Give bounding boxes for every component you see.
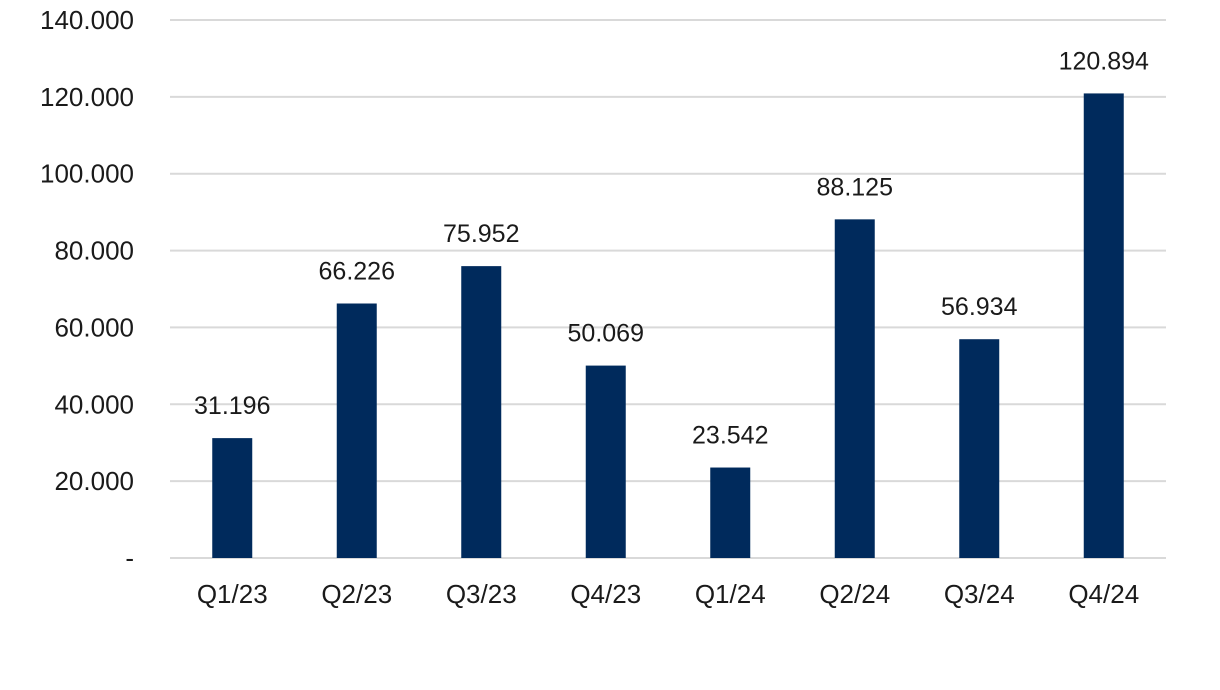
x-tick-label: Q3/24 bbox=[944, 579, 1015, 609]
y-tick-label: 40.000 bbox=[54, 389, 134, 419]
x-axis-ticks: Q1/23 Q2/23 Q3/23 Q4/23 Q1/24 Q2/24 Q3/24 Q4/24 bbox=[197, 579, 1139, 609]
bars bbox=[212, 93, 1124, 559]
y-tick-label: 60.000 bbox=[54, 312, 134, 342]
bar-value-label: 31.196 bbox=[194, 392, 270, 420]
bar-value-label: 23.542 bbox=[692, 422, 768, 450]
x-tick-label: Q2/23 bbox=[321, 579, 392, 609]
bar bbox=[1083, 93, 1124, 558]
data-labels: 31.196 66.226 75.952 50.069 23.542 88.125 56.9… bbox=[194, 47, 1149, 449]
bar-value-label: 75.952 bbox=[443, 220, 519, 248]
y-tick-label: 80.000 bbox=[54, 236, 134, 266]
bar-value-label: 56.934 bbox=[941, 293, 1018, 321]
bar bbox=[710, 467, 751, 558]
bar bbox=[461, 266, 502, 558]
y-tick-label: - bbox=[125, 543, 134, 573]
bar bbox=[959, 339, 1000, 558]
bar-value-label: 66.226 bbox=[319, 258, 395, 286]
bar-value-label: 120.894 bbox=[1059, 47, 1149, 75]
x-tick-label: Q1/23 bbox=[197, 579, 268, 609]
bar-value-label: 50.069 bbox=[568, 320, 644, 348]
y-axis-ticks: - 20.000 40.000 60.000 80.000 100.000 120.000 1… bbox=[40, 5, 134, 573]
x-tick-label: Q1/24 bbox=[695, 579, 766, 609]
bar bbox=[585, 365, 626, 558]
y-tick-label: 140.000 bbox=[40, 5, 134, 35]
bar-value-label: 88.125 bbox=[817, 173, 893, 201]
x-tick-label: Q4/23 bbox=[570, 579, 641, 609]
y-tick-label: 120.000 bbox=[40, 82, 134, 112]
x-tick-label: Q4/24 bbox=[1068, 579, 1139, 609]
y-tick-label: 20.000 bbox=[54, 466, 134, 496]
x-tick-label: Q2/24 bbox=[819, 579, 890, 609]
bar bbox=[834, 219, 875, 559]
y-tick-label: 100.000 bbox=[40, 159, 134, 189]
bar bbox=[336, 303, 377, 558]
x-tick-label: Q3/23 bbox=[446, 579, 517, 609]
bar bbox=[212, 438, 253, 558]
gridlines bbox=[170, 19, 1166, 559]
